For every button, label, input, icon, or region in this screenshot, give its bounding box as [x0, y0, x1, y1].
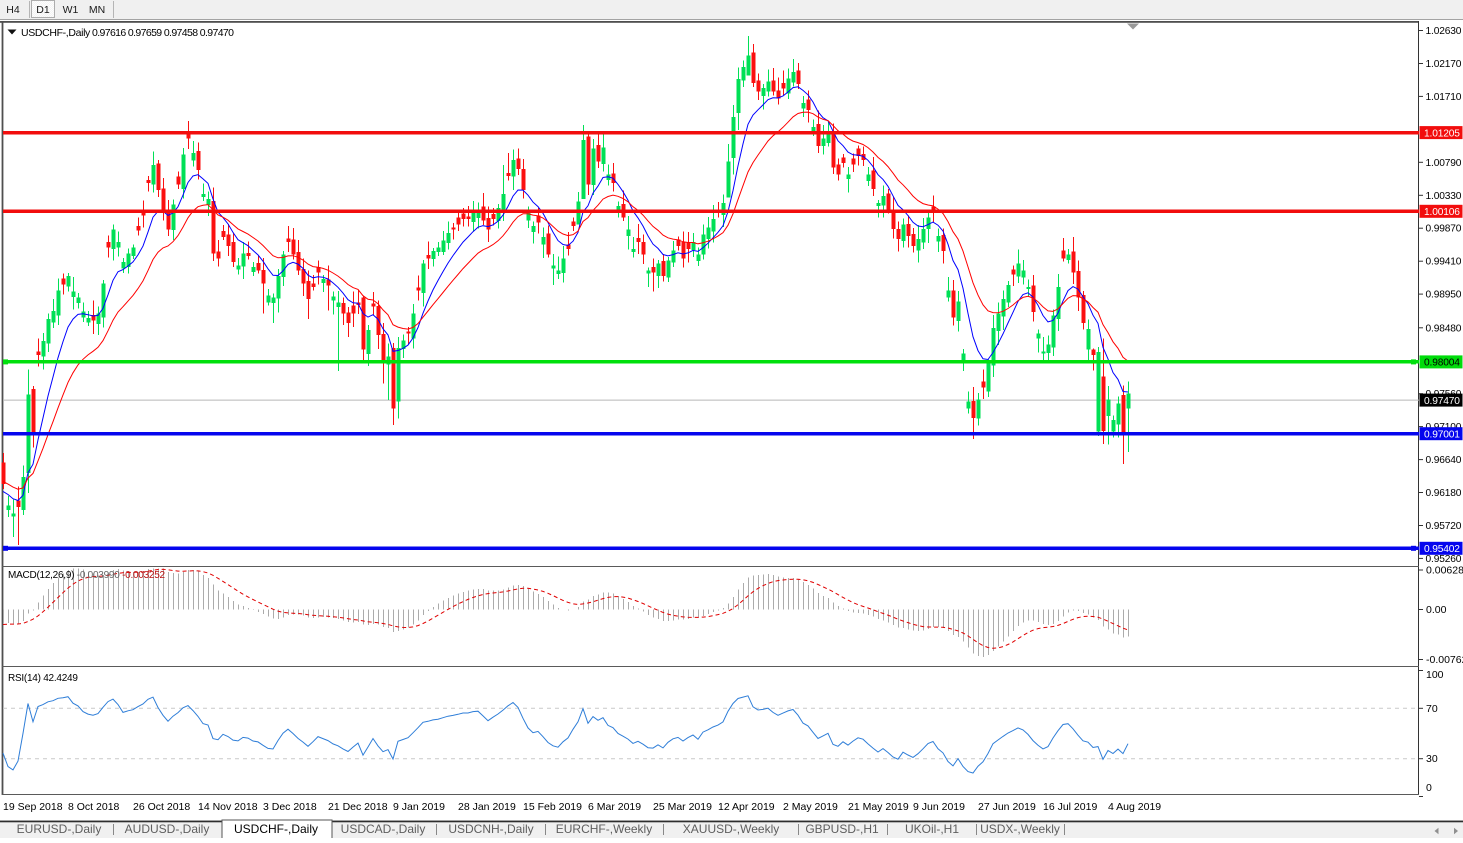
svg-text:0: 0: [1426, 782, 1432, 794]
svg-text:UKOil-,H1: UKOil-,H1: [905, 822, 959, 836]
svg-text:0.95260: 0.95260: [1426, 554, 1462, 565]
svg-text:0.97001: 0.97001: [1424, 430, 1460, 441]
svg-text:12 Apr 2019: 12 Apr 2019: [718, 801, 775, 813]
svg-text:2 May 2019: 2 May 2019: [783, 801, 838, 813]
svg-text:MN: MN: [89, 4, 105, 16]
svg-text:1.00106: 1.00106: [1424, 207, 1460, 218]
svg-text:1.02630: 1.02630: [1426, 26, 1462, 37]
svg-text:H4: H4: [6, 4, 20, 16]
svg-text:EURCHF-,Weekly: EURCHF-,Weekly: [556, 822, 652, 836]
svg-text:0.006286: 0.006286: [1426, 565, 1463, 577]
svg-text:0.99410: 0.99410: [1426, 257, 1462, 268]
svg-text:0.95402: 0.95402: [1424, 544, 1460, 555]
svg-text:1.01205: 1.01205: [1424, 128, 1460, 139]
svg-text:0.98480: 0.98480: [1426, 323, 1462, 334]
svg-text:70: 70: [1426, 703, 1438, 715]
svg-text:1.02170: 1.02170: [1426, 59, 1462, 70]
svg-text:0.99870: 0.99870: [1426, 224, 1462, 235]
svg-text:MACD(12,26,9) -0.003990 -0.003: MACD(12,26,9) -0.003990 -0.003252: [8, 570, 166, 581]
svg-text:26 Oct 2018: 26 Oct 2018: [133, 801, 190, 813]
svg-text:4 Aug 2019: 4 Aug 2019: [1108, 801, 1161, 813]
svg-text:19 Sep 2018: 19 Sep 2018: [3, 801, 63, 813]
svg-text:3 Dec 2018: 3 Dec 2018: [263, 801, 317, 813]
svg-text:USDCHF-,Daily: USDCHF-,Daily: [21, 27, 91, 39]
svg-text:AUDUSD-,Daily: AUDUSD-,Daily: [125, 822, 210, 836]
svg-text:RSI(14) 42.4249: RSI(14) 42.4249: [8, 673, 78, 684]
svg-text:USDCAD-,Daily: USDCAD-,Daily: [341, 822, 426, 836]
svg-text:25 Mar 2019: 25 Mar 2019: [653, 801, 712, 813]
svg-text:15 Feb 2019: 15 Feb 2019: [523, 801, 582, 813]
svg-text:0.98004: 0.98004: [1424, 358, 1460, 369]
svg-text:0.97470: 0.97470: [1424, 396, 1460, 407]
svg-text:21 Dec 2018: 21 Dec 2018: [328, 801, 388, 813]
svg-text:W1: W1: [63, 4, 79, 16]
svg-text:14 Nov 2018: 14 Nov 2018: [198, 801, 258, 813]
svg-text:USDX-,Weekly: USDX-,Weekly: [980, 822, 1060, 836]
svg-text:1.01710: 1.01710: [1426, 92, 1462, 103]
svg-text:9 Jun 2019: 9 Jun 2019: [913, 801, 965, 813]
svg-text:1.00330: 1.00330: [1426, 191, 1462, 202]
svg-text:0.00: 0.00: [1426, 604, 1447, 616]
svg-text:GBPUSD-,H1: GBPUSD-,H1: [805, 822, 879, 836]
svg-text:28 Jan 2019: 28 Jan 2019: [458, 801, 516, 813]
svg-text:0.98950: 0.98950: [1426, 290, 1462, 301]
svg-text:9 Jan 2019: 9 Jan 2019: [393, 801, 445, 813]
svg-text:D1: D1: [36, 4, 50, 16]
svg-text:XAUUSD-,Weekly: XAUUSD-,Weekly: [683, 822, 779, 836]
svg-text:1.00790: 1.00790: [1426, 158, 1462, 169]
svg-text:-0.00762: -0.00762: [1426, 654, 1463, 666]
svg-text:30: 30: [1426, 753, 1438, 765]
svg-text:USDCHF-,Daily: USDCHF-,Daily: [234, 822, 318, 836]
svg-text:USDCNH-,Daily: USDCNH-,Daily: [448, 822, 533, 836]
svg-text:0.97616 0.97659 0.97458 0.9747: 0.97616 0.97659 0.97458 0.97470: [92, 27, 234, 39]
svg-text:100: 100: [1426, 669, 1444, 681]
svg-text:21 May 2019: 21 May 2019: [848, 801, 909, 813]
svg-text:27 Jun 2019: 27 Jun 2019: [978, 801, 1036, 813]
svg-text:EURUSD-,Daily: EURUSD-,Daily: [17, 822, 102, 836]
svg-text:8 Oct 2018: 8 Oct 2018: [68, 801, 120, 813]
svg-text:16 Jul 2019: 16 Jul 2019: [1043, 801, 1097, 813]
svg-text:0.96640: 0.96640: [1426, 455, 1462, 466]
svg-text:0.96180: 0.96180: [1426, 488, 1462, 499]
svg-text:0.95720: 0.95720: [1426, 521, 1462, 532]
svg-text:6 Mar 2019: 6 Mar 2019: [588, 801, 641, 813]
